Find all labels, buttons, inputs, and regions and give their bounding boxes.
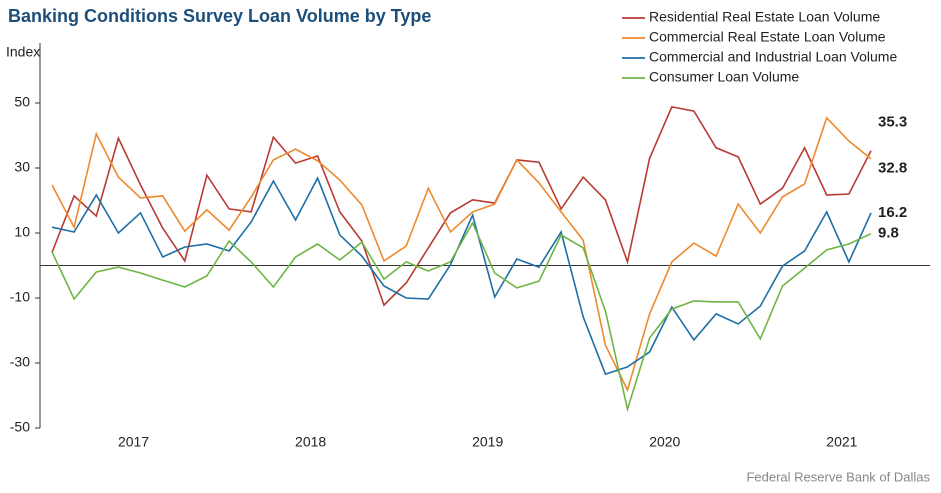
legend-label: Consumer Loan Volume [649, 69, 799, 85]
series-line [51, 105, 872, 307]
x-tick-label: 2018 [295, 434, 326, 450]
end-label: 16.2 [878, 204, 907, 221]
x-tick-label: 2019 [472, 434, 503, 450]
series-line [51, 221, 872, 413]
chart-title: Banking Conditions Survey Loan Volume by… [8, 6, 431, 26]
end-label: 32.8 [878, 160, 907, 177]
y-tick-label: -30 [10, 354, 30, 370]
series-line [51, 176, 872, 376]
y-tick-label: 50 [14, 94, 30, 110]
y-tick-label: -50 [10, 419, 30, 435]
y-tick-label: -10 [10, 289, 30, 305]
y-axis-label: Index [6, 44, 40, 60]
legend-label: Residential Real Estate Loan Volume [649, 9, 880, 25]
end-label: 9.8 [878, 225, 899, 242]
end-label: 35.3 [878, 114, 907, 131]
x-tick-label: 2020 [649, 434, 680, 450]
source: Federal Reserve Bank of Dallas [746, 469, 930, 484]
legend-label: Commercial Real Estate Loan Volume [649, 29, 886, 45]
y-tick-label: 30 [14, 159, 30, 175]
y-tick-label: 10 [14, 224, 30, 240]
x-tick-label: 2021 [826, 434, 857, 450]
x-tick-label: 2017 [118, 434, 149, 450]
legend-label: Commercial and Industrial Loan Volume [649, 49, 897, 65]
series-line [51, 116, 872, 393]
